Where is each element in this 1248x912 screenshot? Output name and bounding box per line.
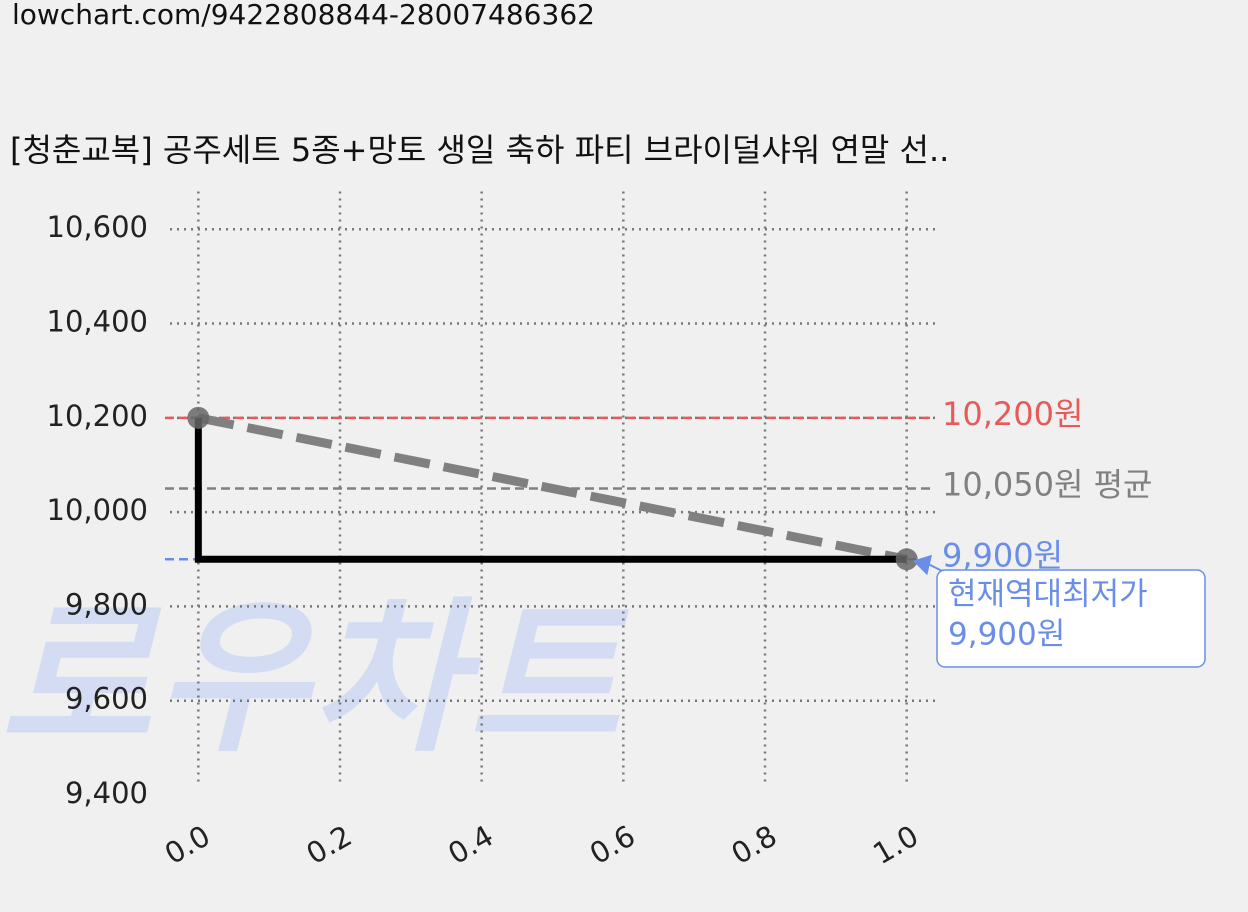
y-tick-label: 9,400	[65, 776, 148, 810]
x-tick-label: 0.0	[159, 819, 216, 872]
price-line	[194, 417, 907, 563]
reference-label: 9,900원	[942, 536, 1063, 574]
x-tick-label: 0.6	[584, 819, 641, 872]
point	[187, 406, 210, 429]
y-tick-label: 10,000	[47, 493, 148, 527]
annotation-box	[936, 569, 1206, 668]
trend-line	[197, 413, 908, 564]
y-tick-label: 9,600	[65, 682, 148, 716]
y-tick-label: 10,600	[47, 210, 148, 244]
watermark: 로우차트	[0, 582, 629, 774]
reference-label: 10,050원 평균	[942, 466, 1152, 504]
annotation-text: 9,900원	[948, 617, 1065, 653]
reference-label: 10,200원	[942, 395, 1083, 433]
x-tick-label: 0.8	[726, 819, 783, 872]
annotation-text: 현재역대최저가	[948, 577, 1148, 613]
y-tick-label: 10,200	[47, 399, 148, 433]
y-tick-label: 9,800	[65, 587, 148, 621]
x-tick-label: 0.2	[301, 819, 358, 872]
x-tick-label: 1.0	[867, 819, 924, 872]
y-tick-label: 10,400	[47, 305, 148, 339]
point	[895, 548, 918, 571]
url: lowchart.com/9422808844-28007486362	[12, 0, 595, 31]
chart-title: [청춘교복] 공주세트 5종+망토 생일 축하 파티 브라이덜샤워 연말 선..	[10, 131, 949, 169]
x-tick-label: 0.4	[442, 819, 499, 872]
